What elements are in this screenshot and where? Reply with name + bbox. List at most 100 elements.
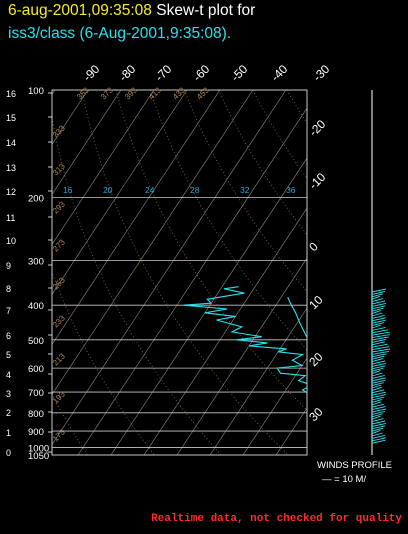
wind-barb <box>371 410 385 415</box>
isotherm-line <box>52 90 155 245</box>
adiabat-label: 173 <box>51 427 67 443</box>
isotherm-line <box>52 90 122 195</box>
isotherm-line <box>52 90 287 445</box>
wind-barb <box>371 408 387 413</box>
wind-barb <box>371 338 387 343</box>
wind-barb <box>371 310 381 315</box>
height-tick-label: 8 <box>6 284 11 294</box>
dry-adiabat-line <box>321 90 408 455</box>
wind-barb <box>371 324 382 329</box>
wind-barb <box>371 334 390 339</box>
adiabat-label: 433 <box>171 85 187 101</box>
pressure-tick-label: 1000 <box>28 443 49 454</box>
pressure-tick-label: 300 <box>28 257 44 268</box>
height-tick-label: 9 <box>6 261 11 271</box>
pressure-tick-label: 600 <box>28 364 44 375</box>
height-tick-label: 4 <box>6 370 11 380</box>
height-tick-label: 3 <box>6 389 11 399</box>
wind-barb <box>371 386 382 391</box>
wind-barb <box>371 322 385 327</box>
mixing-ratio-label: 36 <box>286 185 296 195</box>
wind-barb <box>371 432 383 437</box>
temperature-tick-label: 30 <box>306 405 326 425</box>
wind-barb <box>371 305 386 310</box>
height-tick-label: 10 <box>6 236 16 246</box>
isotherm-line <box>275 407 307 455</box>
adiabat-label: 233 <box>51 313 67 329</box>
wind-barb <box>371 403 384 408</box>
wind-barb <box>371 425 386 430</box>
adiabat-label: 253 <box>51 275 67 291</box>
winds-profile-label: WINDS PROFILE <box>317 460 392 471</box>
wind-barb <box>371 358 384 363</box>
data-layer <box>183 286 307 394</box>
isotherm-line <box>110 157 307 455</box>
temperature-tick-label: -30 <box>310 62 332 84</box>
wind-barb <box>371 396 385 401</box>
dry-adiabat-line <box>115 90 307 411</box>
adiabat-label: 393 <box>123 85 139 101</box>
wind-barb <box>371 341 386 346</box>
winds-profile-scale: — = 10 M/ <box>322 474 367 485</box>
wind-barb <box>371 346 390 351</box>
winds-profile <box>371 90 391 455</box>
temperature-tick-label: -20 <box>306 117 328 139</box>
temperature-tick-label: -80 <box>116 62 138 84</box>
wind-barb <box>371 355 385 360</box>
title-datetime: 6-aug-2001,09:35:08 <box>8 2 152 19</box>
isotherm-line <box>143 207 307 455</box>
isotherm-line <box>209 307 307 455</box>
height-tick-label: 1 <box>6 428 11 438</box>
height-tick-label: 0 <box>6 448 11 458</box>
isotherm-line <box>52 90 254 395</box>
height-tick-label: 7 <box>6 306 11 316</box>
wind-barb <box>371 288 387 293</box>
wind-barb <box>371 427 384 432</box>
isotherm-line <box>309 90 408 455</box>
pressure-tick-label: 700 <box>28 388 44 399</box>
wind-barb <box>371 319 386 324</box>
adiabat-label: 213 <box>51 351 67 367</box>
wind-barb <box>371 312 383 317</box>
height-tick-label: 6 <box>6 331 11 341</box>
wind-barb <box>371 302 387 307</box>
isotherm-line <box>176 257 307 455</box>
wind-barb <box>371 420 386 425</box>
height-tick-label: 14 <box>6 138 16 148</box>
wind-barb <box>371 290 386 295</box>
adiabat-label: 413 <box>147 85 163 101</box>
pressure-tick-label: 200 <box>28 194 44 205</box>
mixing-ratio-label: 24 <box>145 185 155 195</box>
wind-barb <box>371 434 386 439</box>
adiabat-label: 273 <box>51 237 67 253</box>
title-text: Skew-t plot for <box>151 2 256 19</box>
wind-barb <box>371 377 387 382</box>
wind-barb <box>371 398 383 403</box>
height-tick-label: 12 <box>6 187 16 197</box>
adiabat-label: 293 <box>51 199 67 215</box>
adiabat-label: 333 <box>51 123 67 139</box>
pressure-tick-label: 1050 <box>28 451 49 462</box>
wind-barb <box>371 430 381 435</box>
wind-barb <box>371 379 386 384</box>
wind-barb <box>371 382 385 387</box>
temperature-tick-label: -40 <box>268 62 290 84</box>
wind-barb <box>371 389 385 394</box>
dry-adiabat-line <box>183 90 307 293</box>
wind-barb <box>371 370 381 375</box>
wind-barb <box>371 343 388 348</box>
temperature-tick-label: -90 <box>80 62 102 84</box>
height-tick-label: 11 <box>6 213 15 223</box>
wind-barb <box>371 415 381 420</box>
wind-barb <box>371 401 382 406</box>
plot-frame <box>51 89 308 456</box>
label-layer: 1002003004005006007008009001000105045343… <box>6 62 333 462</box>
mixing-ratio-label: 20 <box>103 185 113 195</box>
wind-barb <box>371 336 389 341</box>
height-tick-label: 15 <box>6 113 16 123</box>
wind-barb <box>371 293 384 298</box>
pressure-tick-label: 100 <box>28 86 44 97</box>
wind-barb <box>371 307 384 312</box>
wind-barb <box>371 353 387 358</box>
